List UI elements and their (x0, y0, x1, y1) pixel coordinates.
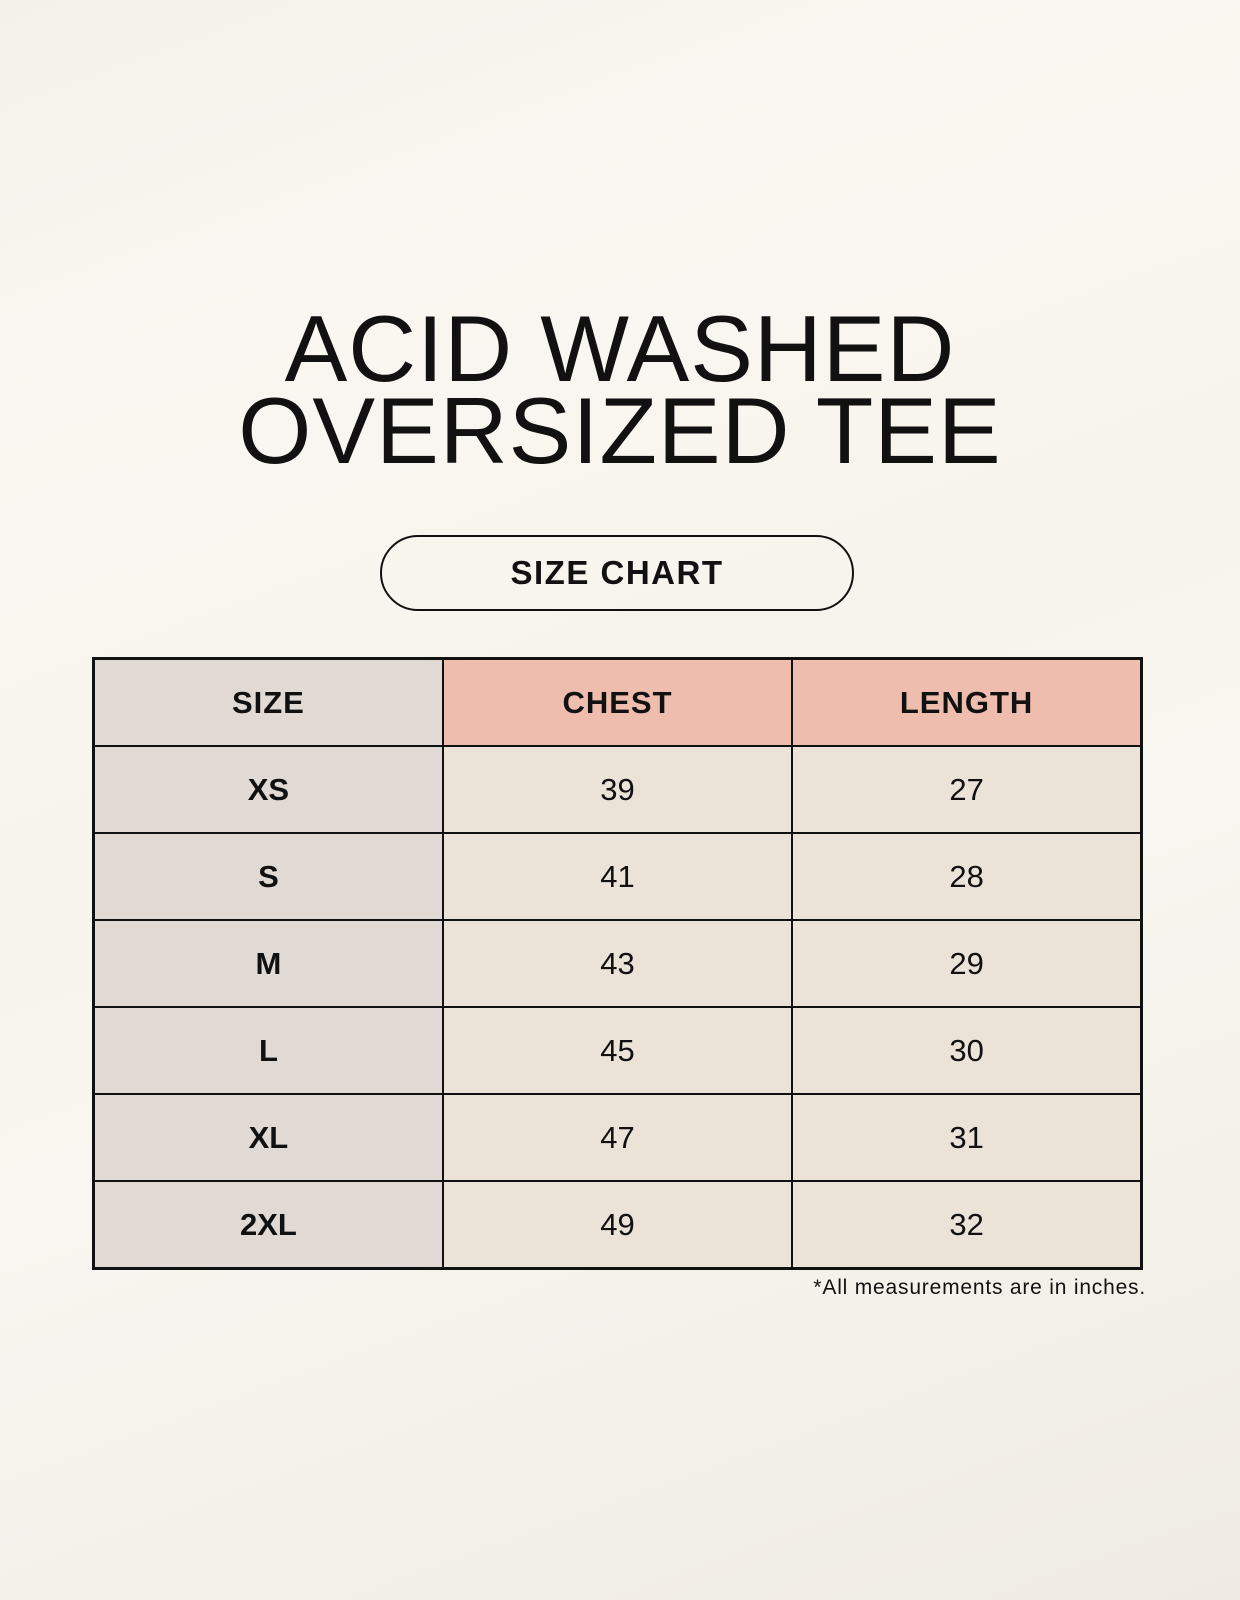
header-size: SIZE (92, 657, 444, 747)
cell-size: XS (92, 745, 444, 834)
header-chest: CHEST (441, 657, 794, 747)
cell-size: L (92, 1006, 444, 1095)
title-line-1: ACID WASHED (284, 296, 956, 401)
cell-size: XL (92, 1093, 444, 1182)
cell-size: S (92, 832, 444, 921)
header-length: LENGTH (791, 657, 1143, 747)
table-row: XS 39 27 (92, 745, 1143, 834)
cell-length: 32 (791, 1180, 1143, 1270)
size-table: SIZE CHEST LENGTH XS 39 27 S 41 28 M 43 29 L 45 30 X… (92, 657, 1143, 1270)
cell-length: 28 (791, 832, 1143, 921)
cell-chest: 41 (441, 832, 794, 921)
cell-length: 29 (791, 919, 1143, 1008)
size-chart-badge: SIZE CHART (380, 535, 854, 611)
cell-length: 30 (791, 1006, 1143, 1095)
cell-chest: 39 (441, 745, 794, 834)
cell-chest: 43 (441, 919, 794, 1008)
table-row: XL 47 31 (92, 1093, 1143, 1182)
cell-chest: 47 (441, 1093, 794, 1182)
cell-chest: 49 (441, 1180, 794, 1270)
table-header-row: SIZE CHEST LENGTH (92, 657, 1143, 747)
cell-size: M (92, 919, 444, 1008)
table-row: S 41 28 (92, 832, 1143, 921)
footnote: *All measurements are in inches. (813, 1276, 1146, 1299)
page-title: ACID WASHED OVERSIZED TEE (0, 296, 1240, 483)
table-row: M 43 29 (92, 919, 1143, 1008)
table-row: 2XL 49 32 (92, 1180, 1143, 1270)
cell-chest: 45 (441, 1006, 794, 1095)
title-line-2: OVERSIZED TEE (238, 378, 1002, 483)
table-row: L 45 30 (92, 1006, 1143, 1095)
cell-size: 2XL (92, 1180, 444, 1270)
cell-length: 27 (791, 745, 1143, 834)
cell-length: 31 (791, 1093, 1143, 1182)
